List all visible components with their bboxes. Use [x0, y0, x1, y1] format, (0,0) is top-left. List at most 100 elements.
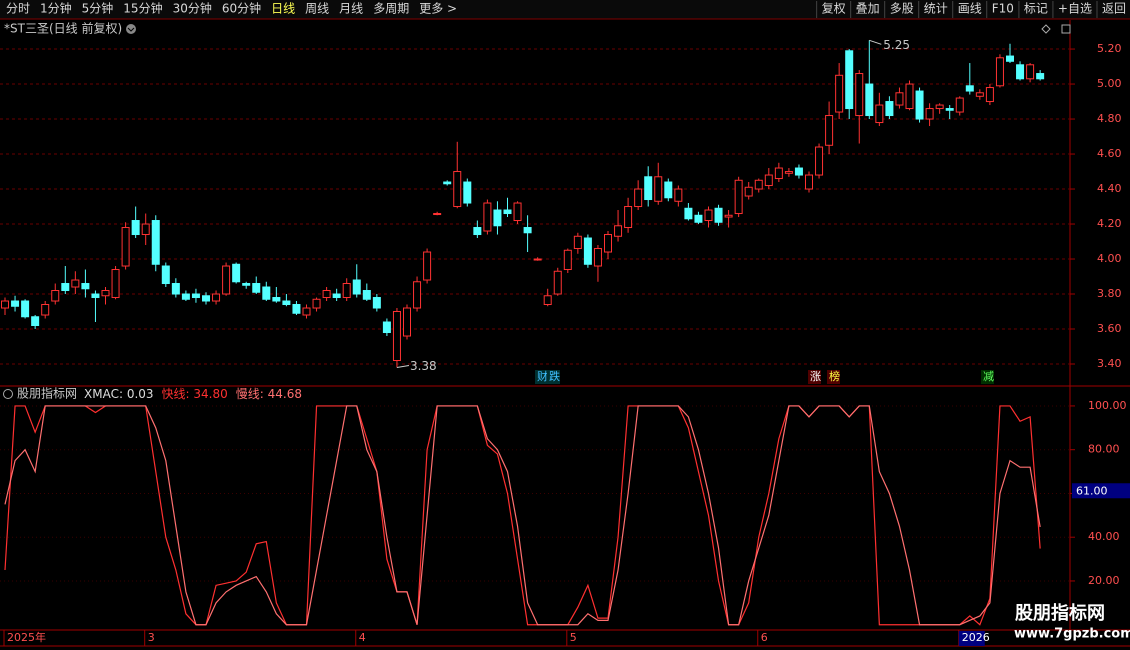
toolbar-tab[interactable]: 15分钟: [123, 1, 162, 16]
candle-body: [543, 295, 552, 306]
candle-body: [835, 74, 844, 113]
y-tick-label: 4.80: [1097, 112, 1122, 125]
event-tag-box: [827, 370, 840, 384]
window-icon[interactable]: [1061, 24, 1071, 34]
watermark-name: 股朋指标网: [1014, 602, 1105, 624]
legend-value: 34.80: [193, 387, 227, 401]
toolbar-tab[interactable]: 日线: [271, 2, 295, 16]
x-tick-label: 5: [570, 631, 577, 644]
event-tag[interactable]: 跌: [549, 369, 560, 383]
toolbar-button[interactable]: +自选: [1058, 2, 1092, 16]
toolbar-tab[interactable]: 多周期: [373, 2, 409, 16]
candle-body: [915, 90, 924, 120]
candle-body: [191, 293, 200, 299]
event-tag[interactable]: 减: [983, 370, 994, 383]
legend-value: 44.68: [268, 387, 302, 401]
candle-body: [292, 304, 301, 314]
event-tag[interactable]: 涨: [810, 370, 821, 383]
candle-body: [593, 248, 602, 267]
legend-entry: 快线: [162, 387, 186, 401]
candle-body: [825, 115, 834, 146]
y-tick-label: 3.60: [1097, 322, 1122, 335]
toolbar-tab[interactable]: 30分钟: [173, 1, 212, 16]
candle-body: [282, 300, 291, 306]
indicator-menu-icon[interactable]: [3, 389, 13, 399]
candle-body: [734, 179, 743, 215]
y-tick-label: 5.20: [1097, 42, 1122, 55]
toolbar-button[interactable]: 多股: [890, 2, 914, 16]
candle-body: [1026, 64, 1035, 80]
toolbar-tab[interactable]: 60分钟: [222, 1, 261, 16]
chart-title: *ST三圣(日线 前复权): [4, 21, 122, 36]
candle-body: [322, 290, 331, 299]
candle-body: [513, 202, 522, 222]
candle-body: [141, 223, 150, 236]
y-tick-label: 20.00: [1088, 574, 1120, 587]
candle-body: [935, 104, 944, 110]
diamond-icon[interactable]: [1041, 24, 1051, 34]
toolbar-button[interactable]: 统计: [924, 2, 948, 16]
event-tag-box: [547, 370, 560, 384]
toolbar-tab[interactable]: 周线: [305, 2, 329, 16]
toolbar-button[interactable]: 复权: [822, 2, 846, 16]
candle-body: [453, 171, 462, 208]
toolbar-tab[interactable]: 月线: [339, 2, 363, 16]
event-tag[interactable]: 财: [537, 369, 548, 383]
toolbar-tab[interactable]: 5分钟: [82, 1, 114, 16]
candle-body: [875, 104, 884, 124]
y-tick-label: 80.00: [1088, 443, 1120, 456]
candle-body: [764, 174, 773, 187]
title-menu-icon[interactable]: [126, 24, 136, 34]
candle-body: [151, 220, 160, 265]
y-tick-label: 3.80: [1097, 287, 1122, 300]
y-tick-label: 40.00: [1088, 530, 1120, 543]
candle-body: [503, 209, 512, 215]
candle-body: [41, 304, 50, 316]
candle-body: [31, 316, 40, 327]
toolbar-tab[interactable]: 分时: [6, 2, 30, 16]
candle-body: [463, 181, 472, 204]
candle-body: [634, 188, 643, 208]
candle-body: [1016, 64, 1025, 80]
toolbar-tab[interactable]: 更多 >: [419, 2, 457, 16]
candle-body: [342, 283, 351, 299]
indicator-value: 0.03: [127, 387, 154, 401]
toolbar-button[interactable]: F10: [992, 2, 1014, 16]
toolbar-button[interactable]: 返回: [1102, 2, 1126, 16]
y-tick-label: 3.40: [1097, 357, 1122, 370]
candle-body: [443, 181, 452, 185]
candle-body: [423, 251, 432, 281]
candle-body: [724, 214, 733, 218]
toolbar-button[interactable]: 标记: [1024, 2, 1048, 16]
separator: :: [119, 387, 127, 401]
candle-body: [61, 283, 70, 292]
candle-body: [855, 73, 864, 117]
candle-body: [181, 293, 190, 300]
candle-body: [955, 97, 964, 113]
candle-body: [262, 286, 271, 300]
candle-body: [975, 92, 984, 97]
candle-body: [11, 300, 20, 307]
candle-body: [81, 283, 90, 290]
toolbar-tab[interactable]: 1分钟: [40, 1, 72, 16]
candle-body: [644, 176, 653, 201]
toolbar-button[interactable]: 画线: [958, 2, 982, 16]
indicator-name: XMAC: [84, 387, 119, 401]
y-tick-label: 100.00: [1088, 399, 1127, 412]
candle-body: [614, 225, 623, 237]
candle-body: [312, 298, 321, 309]
candle-body: [433, 213, 442, 216]
toolbar-button[interactable]: 叠加: [856, 2, 880, 16]
candle-body: [362, 290, 371, 300]
candle-body: [161, 265, 170, 285]
candle-body: [382, 321, 391, 334]
x-tick-label: 2025年: [7, 630, 46, 644]
candle-body: [865, 83, 874, 117]
event-tag[interactable]: 榜: [829, 369, 840, 383]
candle-body: [111, 269, 120, 299]
candle-body: [684, 207, 693, 220]
candle-body: [754, 179, 763, 190]
candle-body: [483, 202, 492, 232]
candle-body: [392, 311, 401, 362]
